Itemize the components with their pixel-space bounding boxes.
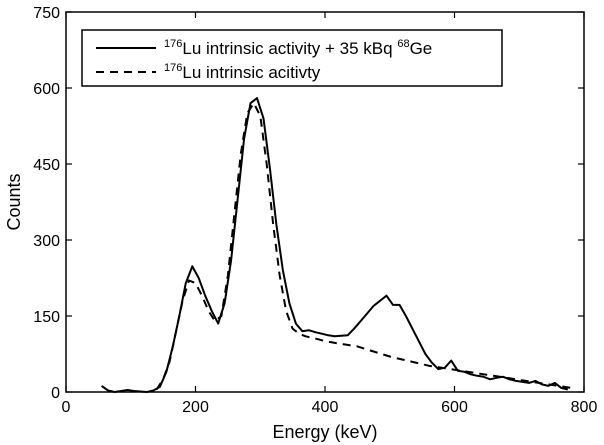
legend-text-part: 68 [397, 38, 409, 50]
y-tick-label: 600 [33, 81, 60, 98]
legend-box [81, 29, 503, 87]
y-tick-label: 450 [33, 157, 60, 174]
x-tick-label: 400 [312, 399, 339, 416]
legend-text-part: Lu intrinsic acitivty [182, 63, 320, 82]
y-tick-label: 150 [33, 309, 60, 326]
legend-label-1: 176Lu intrinsic acitivty [164, 62, 321, 82]
legend: 176Lu intrinsic activity + 35 kBq 68Ge17… [81, 29, 503, 87]
y-tick-label: 0 [51, 385, 60, 402]
x-tick-label: 800 [571, 399, 598, 416]
y-tick-label: 300 [33, 233, 60, 250]
series-lines [101, 97, 572, 393]
legend-text-part: 176 [164, 62, 182, 74]
legend-text-part: Lu intrinsic activity + 35 kBq [182, 39, 397, 58]
legend-text-part: 176 [164, 38, 182, 50]
x-tick-label: 0 [62, 399, 71, 416]
series-line-1 [155, 102, 572, 391]
x-axis-title: Energy (keV) [272, 422, 377, 442]
x-tick-label: 600 [441, 399, 468, 416]
axis-ticks: 0 200 400 600 800 0 150 300 450 600 750 [33, 5, 597, 416]
y-tick-label: 750 [33, 5, 60, 22]
x-tick-label: 200 [182, 399, 209, 416]
y-axis-title: Counts [4, 173, 24, 230]
legend-text-part: Ge [410, 39, 433, 58]
legend-label-0: 176Lu intrinsic activity + 35 kBq 68Ge [164, 38, 432, 58]
